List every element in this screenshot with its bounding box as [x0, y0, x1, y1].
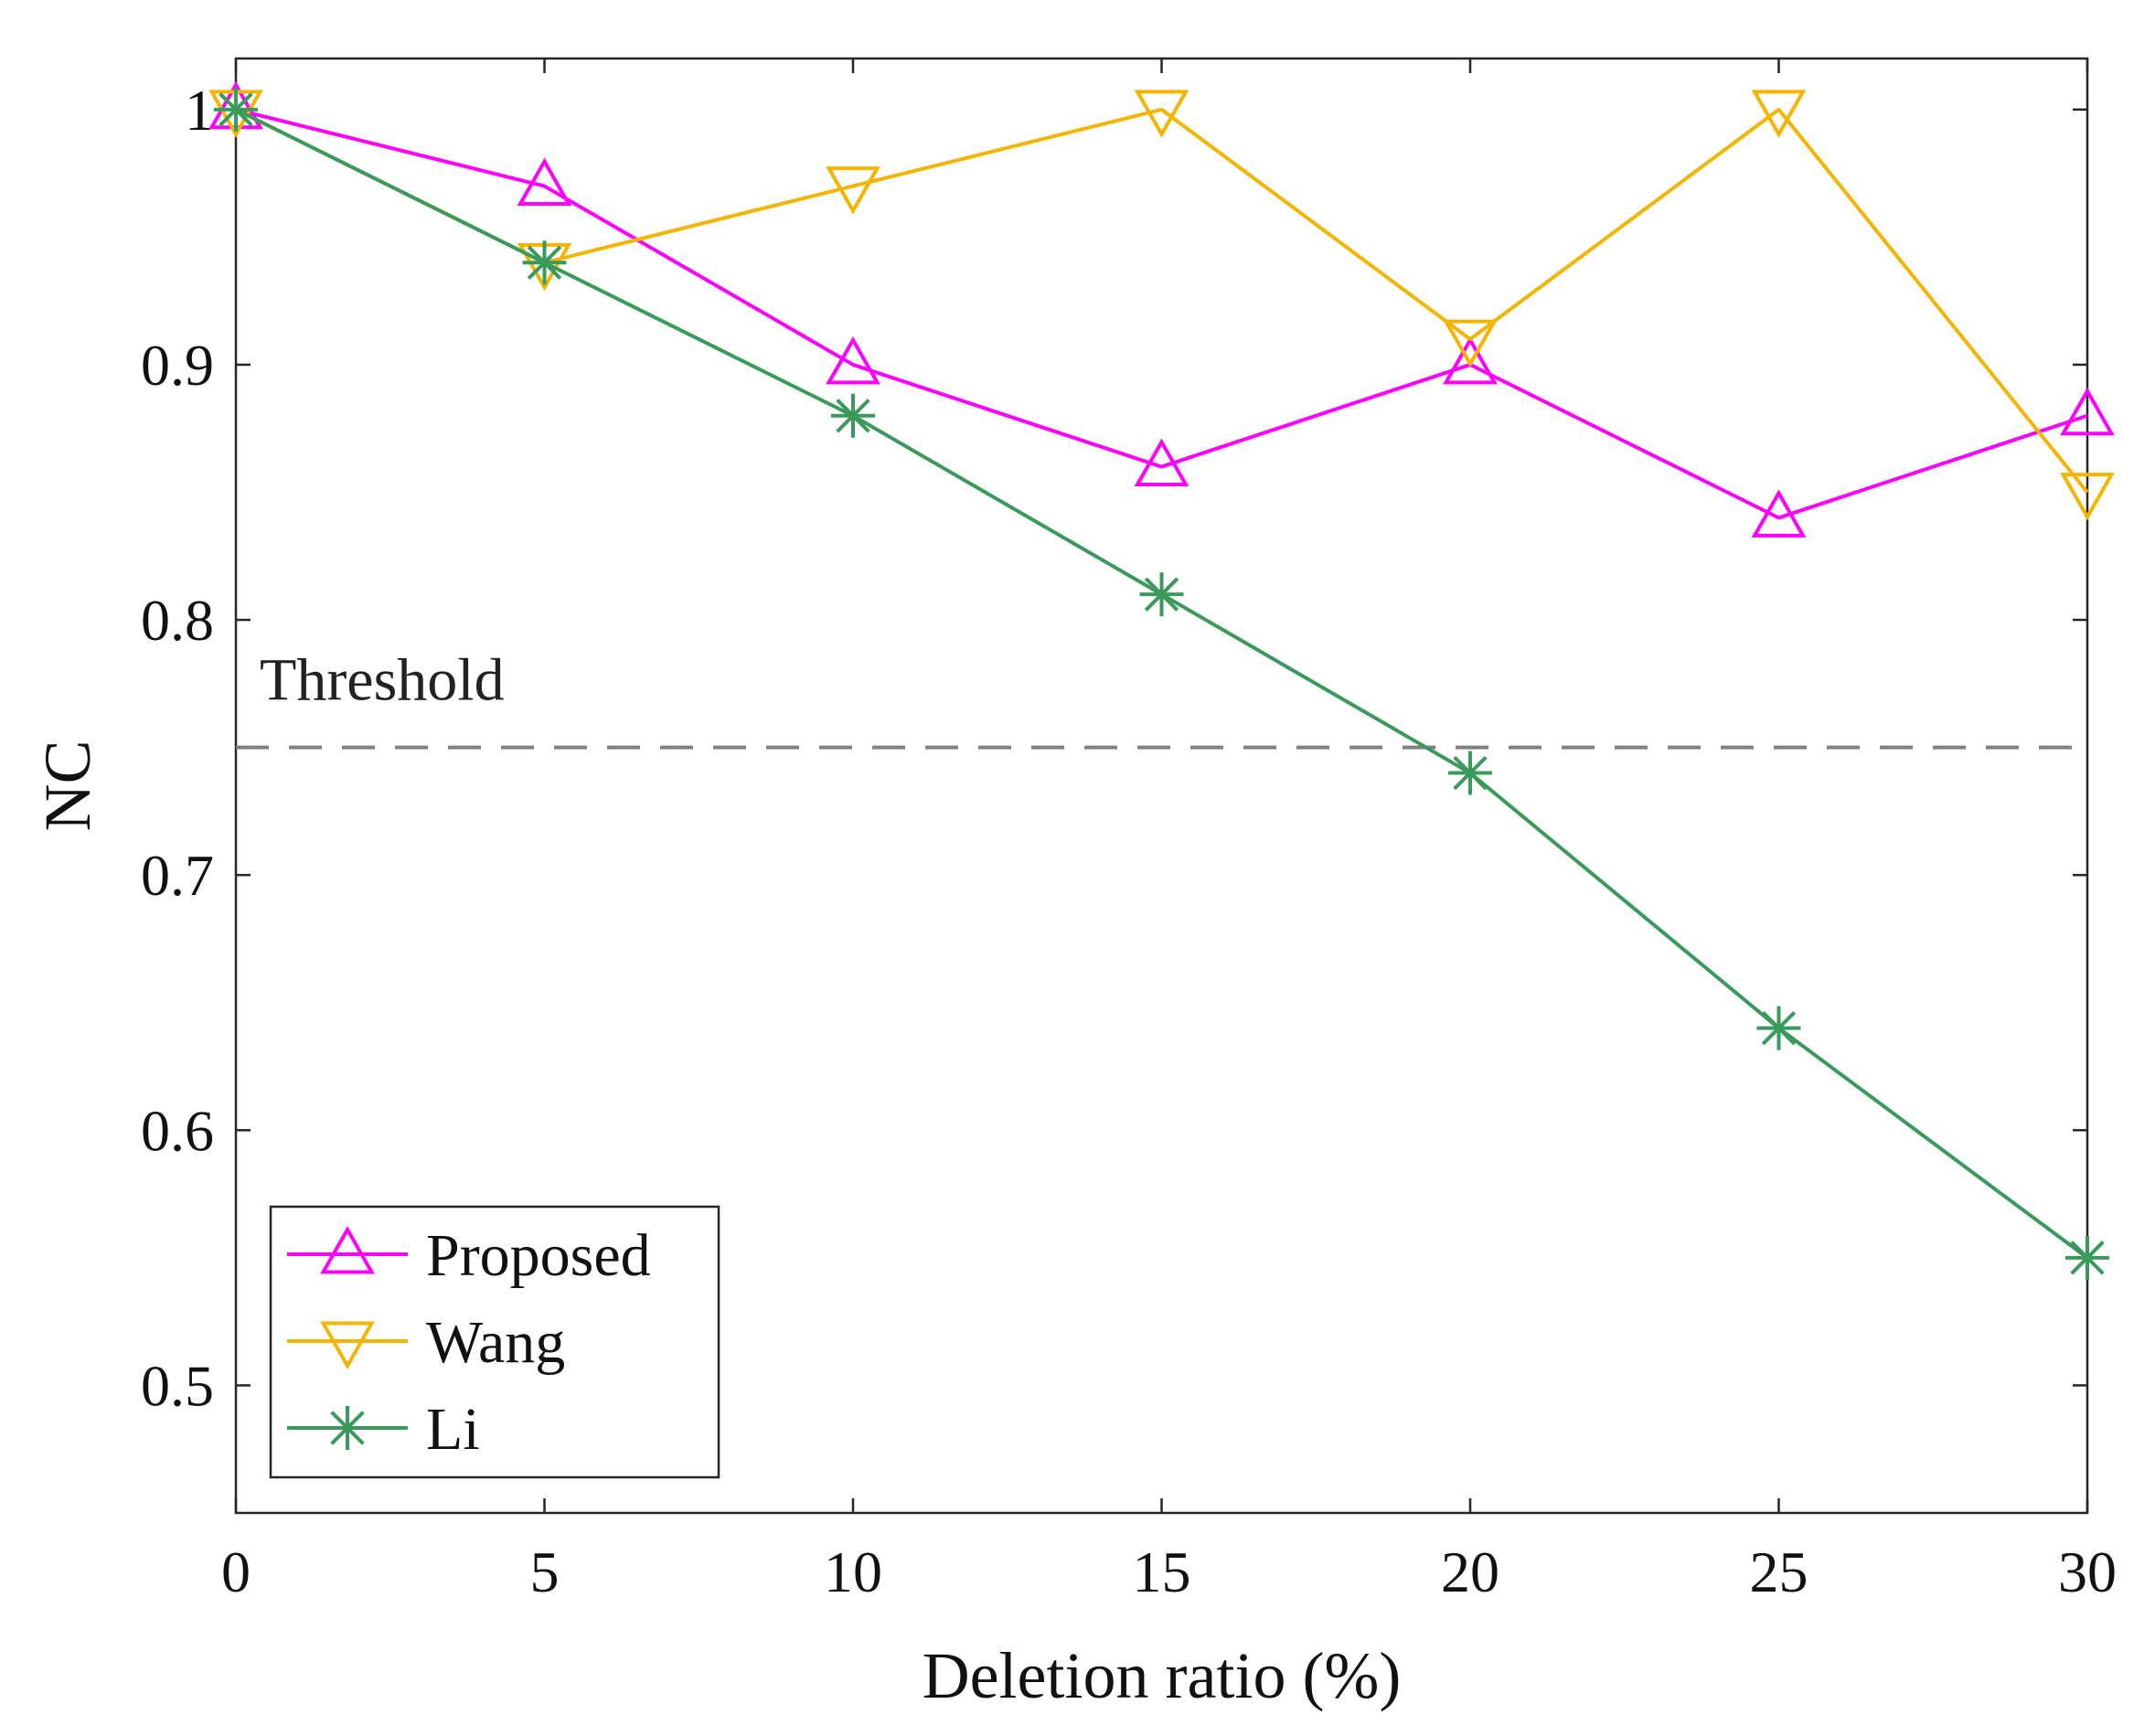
- data-point-li: [1448, 751, 1492, 795]
- x-tick-label: 5: [530, 1539, 560, 1604]
- x-axis-title: Deletion ratio (%): [923, 1639, 1402, 1712]
- y-tick-label: 0.8: [141, 588, 214, 653]
- x-tick-label: 20: [1441, 1539, 1499, 1604]
- y-tick-label: 0.5: [141, 1353, 214, 1418]
- legend-marker-wang: [320, 1321, 375, 1370]
- axis-tick-labels: 0 5 10 15 20 25 30 0.5 0.6 0.7 0.8 0.9 1: [141, 78, 2117, 1604]
- legend-label-li: Li: [426, 1396, 480, 1463]
- data-point-li: [831, 393, 875, 438]
- x-tick-label: 30: [2058, 1539, 2117, 1604]
- data-point-proposed: [2060, 387, 2115, 436]
- legend-label-wang: Wang: [426, 1309, 565, 1376]
- data-point-li: [522, 240, 567, 285]
- data-point-wang: [2060, 473, 2115, 521]
- data-point-proposed: [517, 157, 572, 207]
- threshold-label: Threshold: [260, 647, 505, 714]
- data-point-proposed: [1751, 489, 1807, 538]
- data-point-proposed: [826, 335, 880, 385]
- series-proposed: [208, 80, 2115, 538]
- data-point-li: [1139, 572, 1184, 617]
- y-tick-label: 1: [185, 78, 214, 143]
- x-tick-label: 25: [1750, 1539, 1808, 1604]
- series-group: [208, 80, 2115, 1280]
- legend-item-li: Li: [287, 1396, 480, 1463]
- data-point-li: [214, 87, 258, 132]
- data-point-li: [1756, 1006, 1801, 1050]
- legend-item-proposed: Proposed: [287, 1222, 651, 1289]
- data-point-wang: [1443, 319, 1498, 368]
- y-tick-label: 0.7: [141, 843, 214, 908]
- data-point-proposed: [1134, 438, 1190, 487]
- y-tick-label: 0.6: [141, 1098, 214, 1163]
- legend-marker-li: [325, 1406, 369, 1450]
- data-point-wang: [826, 166, 880, 215]
- data-point-wang: [1751, 90, 1807, 138]
- series-li: [214, 87, 2109, 1280]
- data-point-li: [2065, 1235, 2109, 1280]
- data-point-wang: [1134, 90, 1190, 138]
- x-tick-label: 10: [824, 1539, 882, 1604]
- legend: Proposed Wang Li: [269, 1205, 720, 1479]
- y-axis-title: NC: [31, 740, 104, 831]
- x-tick-label: 15: [1133, 1539, 1191, 1604]
- series-line-proposed: [235, 107, 2088, 520]
- legend-label-proposed: Proposed: [426, 1222, 651, 1289]
- data-point-proposed: [1443, 335, 1498, 385]
- y-tick-label: 0.9: [141, 333, 214, 398]
- legend-item-wang: Wang: [287, 1309, 565, 1376]
- legend-marker-proposed: [320, 1225, 375, 1274]
- x-tick-label: 0: [221, 1539, 251, 1604]
